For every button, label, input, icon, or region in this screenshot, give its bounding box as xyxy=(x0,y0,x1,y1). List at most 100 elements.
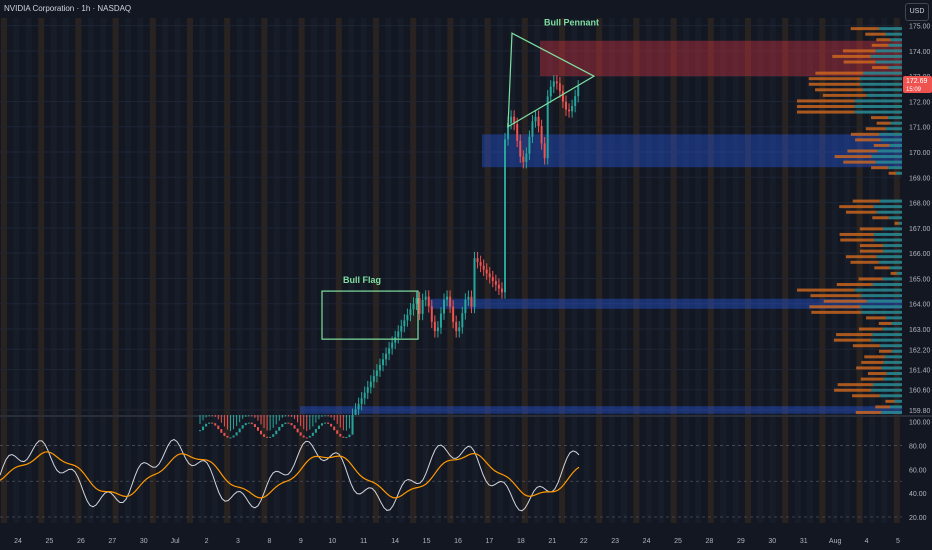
zone-supply xyxy=(540,40,902,77)
session-stripe xyxy=(447,18,454,523)
vp-bar-value xyxy=(876,121,891,125)
candle-body xyxy=(424,296,427,300)
bull-pennant-triangle xyxy=(507,32,596,128)
candle-body xyxy=(394,337,397,343)
session-stripe xyxy=(63,18,69,523)
session-stripe xyxy=(534,18,541,523)
vp-bar-value xyxy=(877,149,902,153)
vp-bar-value xyxy=(885,355,902,359)
time-tick-label: 17 xyxy=(486,538,494,545)
candle-body xyxy=(415,298,418,304)
candle-body xyxy=(299,432,302,436)
price-tick-label: 167.00 xyxy=(909,226,931,233)
vp-bar-value xyxy=(879,349,892,353)
vp-bar-value xyxy=(809,305,861,309)
vp-bar-value xyxy=(852,199,880,203)
candle-body xyxy=(382,359,384,365)
bull-flag-label: Bull Flag xyxy=(343,275,381,285)
candle-body xyxy=(321,423,323,426)
vp-bar-value xyxy=(861,360,884,364)
vp-bar-value xyxy=(875,60,902,64)
vp-bar-value xyxy=(859,249,884,253)
vp-bar-value xyxy=(850,132,879,136)
candle-body xyxy=(464,299,467,314)
candle-body xyxy=(369,381,372,388)
candle-body xyxy=(214,423,217,426)
vp-bar-value xyxy=(882,227,902,231)
session-stripe xyxy=(224,18,231,523)
candle-body xyxy=(565,101,567,110)
candle-body xyxy=(516,124,519,141)
candle-body xyxy=(574,96,577,106)
time-tick-label: 18 xyxy=(517,538,525,545)
candle-body xyxy=(372,376,375,382)
candle-body xyxy=(510,116,513,124)
session-stripe xyxy=(658,18,665,523)
session-stripe xyxy=(645,18,652,523)
session-stripe xyxy=(373,18,379,523)
vp-bar-value xyxy=(832,54,871,58)
time-tick-label: 24 xyxy=(14,538,22,545)
candle-body xyxy=(287,422,290,424)
currency-button[interactable]: USD xyxy=(905,3,929,21)
vp-bar-value xyxy=(842,49,876,53)
candle-body xyxy=(452,306,455,322)
candle-body xyxy=(305,437,308,439)
candle-body xyxy=(220,429,223,433)
session-stripe xyxy=(422,18,429,523)
vp-bar-value xyxy=(871,116,889,120)
candle-body xyxy=(412,303,415,310)
session-stripe xyxy=(149,18,156,523)
vp-bar-value xyxy=(891,321,902,325)
session-stripe xyxy=(745,18,751,523)
time-axis: 24 25 26 27 30 Jul 2 3 8 9 10 11 14 15 16 17 18 21 22 23 24 2… xyxy=(14,538,900,545)
session-stripe xyxy=(261,18,268,523)
session-stripe xyxy=(236,18,243,523)
volume-profile xyxy=(797,27,902,414)
vp-bar-value xyxy=(873,383,902,387)
candles xyxy=(199,75,580,439)
candle-body xyxy=(388,348,391,354)
last-price-countdown: 15:09 xyxy=(906,87,922,93)
vp-bar-value xyxy=(889,266,902,270)
vp-bar-value xyxy=(872,333,902,337)
vp-bar-value xyxy=(876,255,902,259)
session-stripe xyxy=(707,18,714,523)
candle-body xyxy=(357,403,360,410)
bull-flag-box xyxy=(321,290,419,340)
candle-body xyxy=(513,116,516,125)
candle-body xyxy=(278,426,281,431)
session-stripe xyxy=(869,18,875,523)
vp-bar-value xyxy=(854,288,902,292)
vp-bar-value xyxy=(880,138,902,142)
candle-body xyxy=(330,423,333,427)
session-stripe xyxy=(521,18,528,523)
vp-bar-value xyxy=(883,244,902,248)
session-stripe xyxy=(125,18,131,523)
vp-bar-value xyxy=(882,327,902,331)
session-stripe xyxy=(323,18,330,523)
rsi-tick-label: 20.00 xyxy=(909,515,927,522)
vp-bar-value xyxy=(878,321,892,325)
session-stripes xyxy=(1,18,900,523)
session-stripe xyxy=(794,18,801,523)
price-tick-label: 170.00 xyxy=(909,150,931,157)
vp-bar-value xyxy=(860,305,902,309)
candle-body xyxy=(561,91,564,102)
candle-body xyxy=(348,434,351,438)
candle-body xyxy=(461,313,464,328)
vp-bar-value xyxy=(855,410,882,414)
session-stripe xyxy=(546,18,553,523)
candle-body xyxy=(378,364,381,371)
rsi-line xyxy=(0,438,580,512)
price-tick-label: 166.00 xyxy=(909,251,931,258)
candle-body xyxy=(522,156,525,163)
vp-bar-value xyxy=(856,366,882,370)
session-stripe xyxy=(112,18,119,523)
session-stripe xyxy=(621,18,627,523)
vp-bar-value xyxy=(855,138,881,142)
vp-bar-value xyxy=(837,383,874,387)
time-tick-label: 28 xyxy=(706,538,714,545)
vp-bar-value xyxy=(861,310,902,314)
